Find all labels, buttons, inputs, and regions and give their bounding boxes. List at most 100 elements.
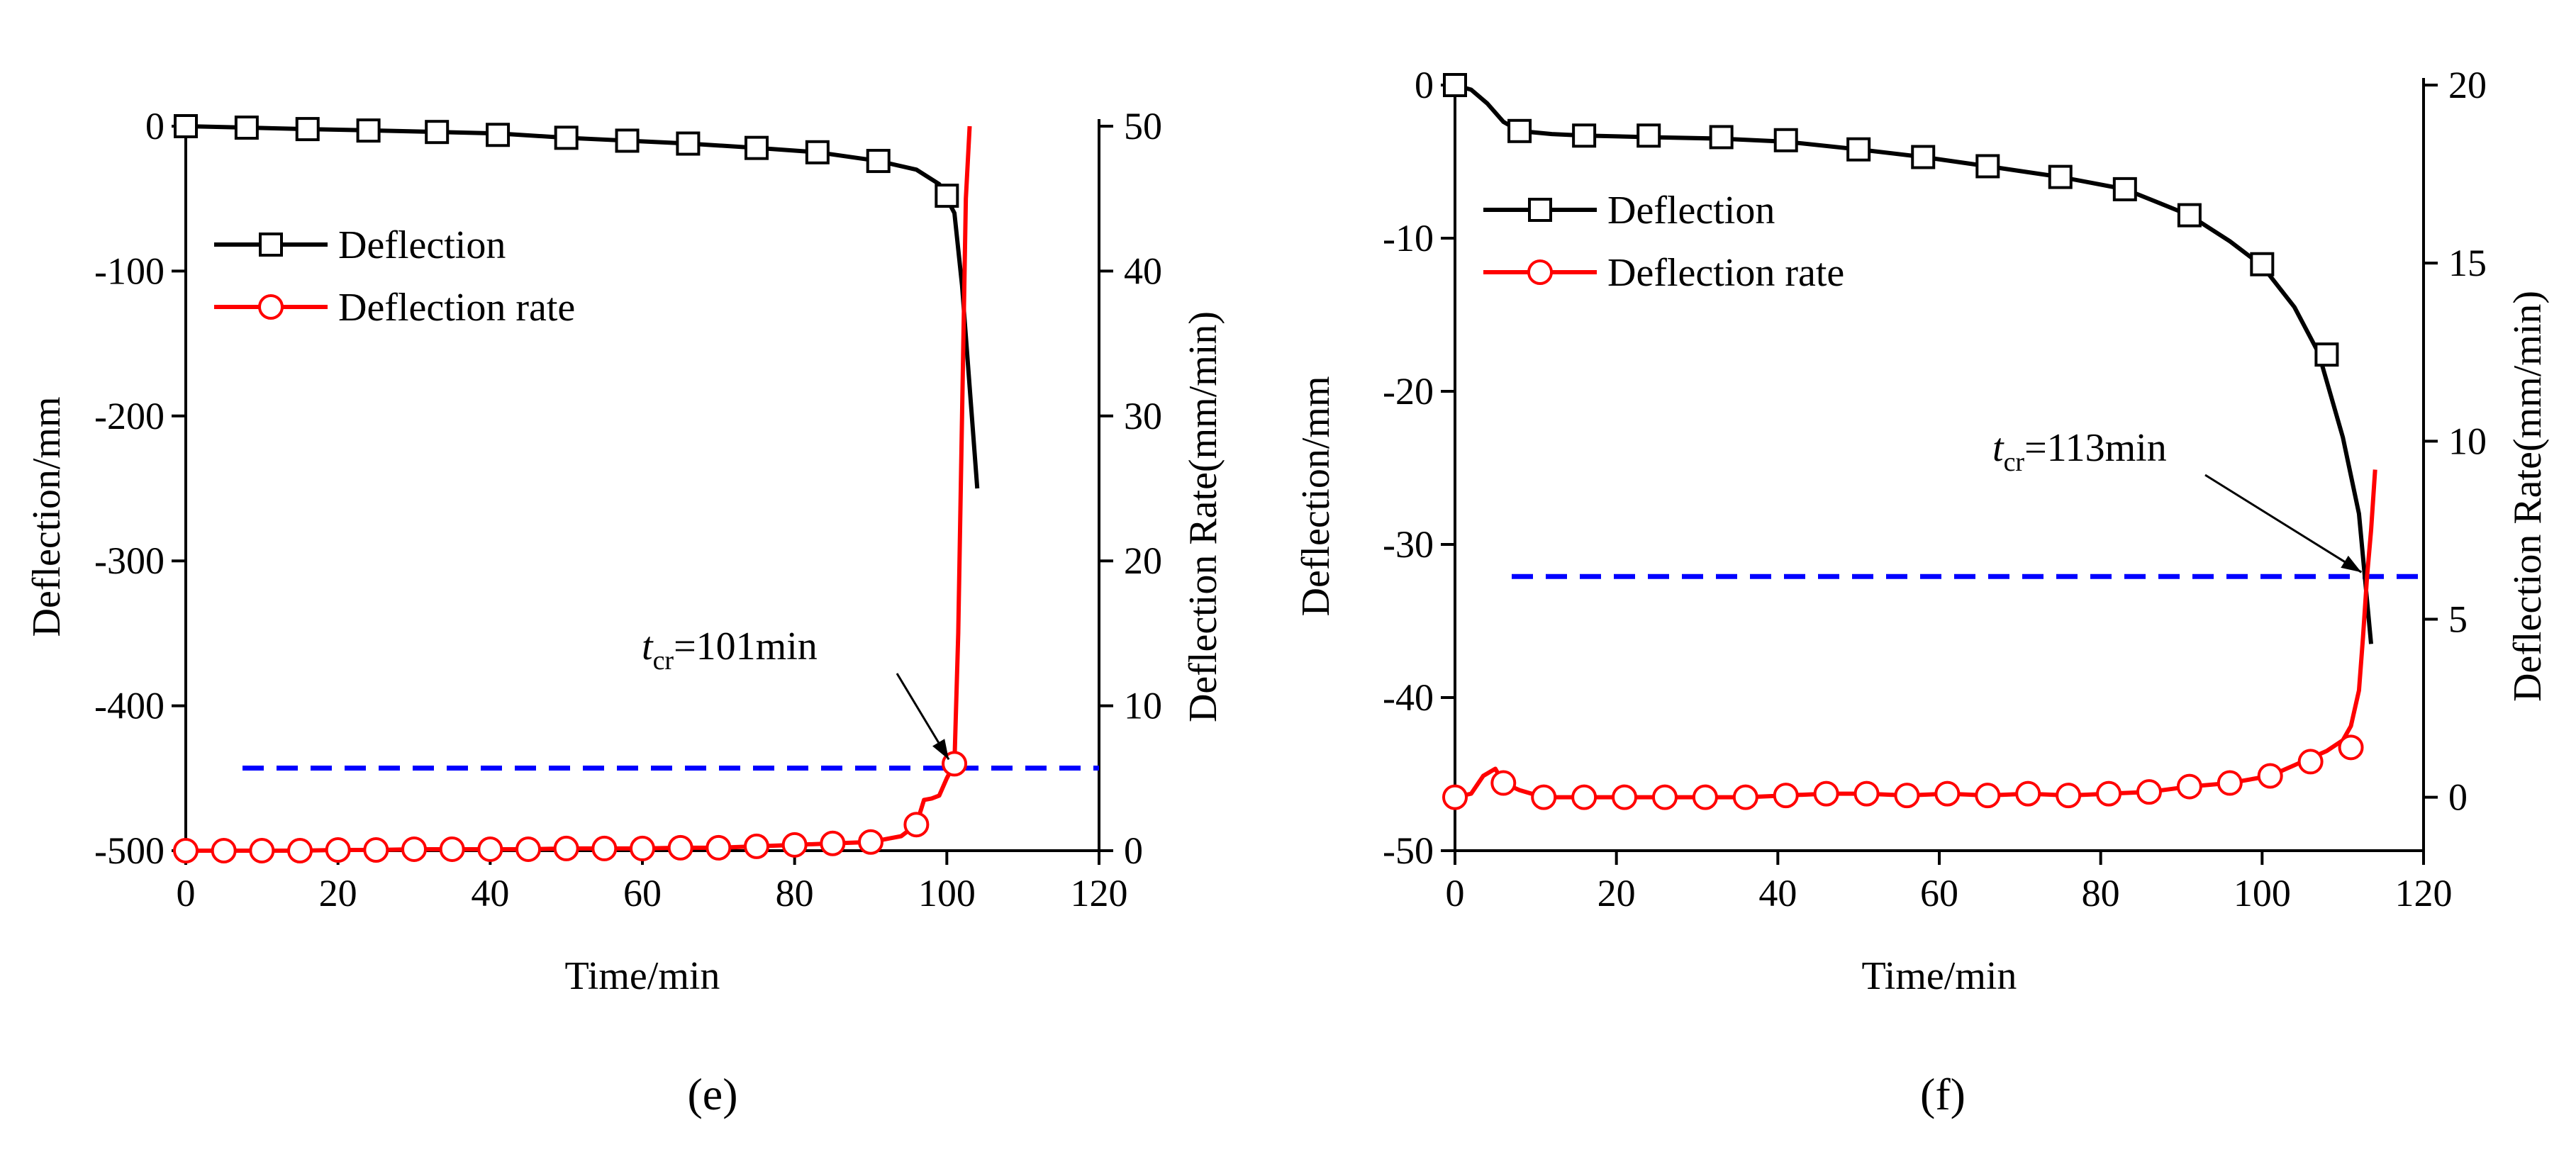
- deflection-rate-marker: [2015, 780, 2041, 807]
- deflection-rate-marker: [325, 836, 351, 863]
- x-tick-label: 40: [1758, 872, 1797, 914]
- deflection-rate-marker: [477, 836, 503, 862]
- deflection-rate-marker: [515, 836, 541, 862]
- deflection-marker: [2314, 342, 2339, 367]
- legend-rate-marker: [258, 294, 284, 320]
- annotation-value: =101min: [674, 625, 818, 668]
- x-tick-label: 120: [2395, 872, 2453, 914]
- deflection-marker: [2250, 252, 2275, 276]
- y2-tick-label: 20: [2448, 64, 2487, 106]
- x-tick-label: 40: [471, 872, 509, 914]
- x-axis-title: Time/min: [1862, 954, 2017, 998]
- deflection-marker: [1911, 145, 1936, 169]
- critical-time-annotation: tcr=113min: [1992, 426, 2167, 477]
- deflection-marker: [1773, 128, 1798, 152]
- deflection-rate-marker: [439, 836, 465, 862]
- legend-rate-label: Deflection rate: [338, 286, 575, 330]
- x-tick-label: 60: [623, 872, 662, 914]
- deflection-marker: [1572, 123, 1597, 148]
- annotation-arrow-line: [2204, 474, 2363, 573]
- deflection-rate-marker: [2338, 734, 2364, 761]
- x-tick-label: 80: [776, 872, 814, 914]
- x-tick-label: 100: [918, 872, 976, 914]
- deflection-marker: [935, 184, 959, 208]
- deflection-rate-marker: [401, 836, 427, 862]
- y-tick-label: -10: [1383, 217, 1434, 259]
- deflection-marker: [2112, 177, 2137, 201]
- deflection-marker: [295, 117, 320, 142]
- annotation-arrow-head: [2341, 555, 2362, 573]
- deflection-marker: [805, 140, 830, 164]
- deflection-rate-marker: [2297, 749, 2324, 775]
- y-tick-label: 0: [1415, 64, 1434, 106]
- deflection-rate-marker: [2136, 779, 2162, 805]
- deflection-rate-marker: [2257, 763, 2283, 789]
- deflection-rate-marker: [173, 838, 199, 863]
- deflection-rate-marker: [553, 835, 579, 861]
- annotation-t: t: [642, 625, 654, 668]
- annotation-sub: cr: [653, 646, 674, 676]
- y2-tick-label: 10: [2448, 420, 2487, 462]
- deflection-rate-marker: [363, 836, 389, 863]
- y2-tick-label: 50: [1124, 105, 1162, 147]
- y-tick-label: -400: [94, 685, 165, 727]
- panel-label: (f): [1920, 1069, 1966, 1119]
- deflection-rate-marker: [903, 812, 930, 838]
- x-tick-label: 60: [1920, 872, 1958, 914]
- x-tick-label: 0: [177, 872, 196, 914]
- y2-axis-title: Deflection Rate(mm/min): [1181, 311, 1225, 722]
- x-axis-title: Time/min: [565, 954, 720, 998]
- deflection-rate-marker: [287, 838, 313, 863]
- legend-rate-label: Deflection rate: [1607, 251, 1844, 295]
- deflection-rate-marker: [706, 834, 732, 861]
- y-tick-label: -100: [94, 250, 165, 292]
- x-tick-label: 80: [2082, 872, 2120, 914]
- deflection-marker: [866, 149, 891, 174]
- y-tick-label: -300: [94, 539, 165, 582]
- deflection-marker: [356, 118, 381, 143]
- y2-tick-label: 5: [2448, 598, 2468, 640]
- annotation-arrow-head: [932, 739, 949, 760]
- annotation-t: t: [1992, 426, 2005, 470]
- deflection-marker: [234, 116, 259, 140]
- deflection-marker: [615, 128, 640, 153]
- y-axis-title: Deflection/mm: [1294, 376, 1338, 616]
- x-tick-label: 100: [2234, 872, 2291, 914]
- deflection-marker: [1975, 154, 2000, 179]
- x-tick-label: 120: [1071, 872, 1128, 914]
- deflection-rate-marker: [249, 838, 275, 863]
- annotation-sub: cr: [2004, 447, 2025, 477]
- deflection-rate-marker: [2096, 780, 2122, 807]
- deflection-rate-marker: [1813, 780, 1839, 807]
- y-tick-label: -200: [94, 395, 165, 437]
- deflection-marker: [1846, 137, 1871, 162]
- deflection-rate-marker: [1490, 770, 1517, 796]
- deflection-marker: [1507, 118, 1532, 143]
- y-tick-label: -40: [1383, 676, 1434, 719]
- deflection-marker: [425, 120, 450, 145]
- y2-tick-label: 40: [1124, 250, 1162, 292]
- deflection-marker: [2048, 164, 2073, 189]
- deflection-rate-marker: [1773, 783, 1799, 809]
- deflection-rate-marker: [211, 838, 237, 863]
- x-tick-label: 0: [1446, 872, 1465, 914]
- deflection-rate-marker: [1934, 780, 1961, 807]
- y-tick-label: 0: [145, 105, 165, 147]
- critical-time-annotation: tcr=101min: [642, 625, 818, 676]
- deflection-rate-marker: [2217, 770, 2243, 796]
- deflection-rate-marker: [2056, 783, 2082, 809]
- y2-tick-label: 30: [1124, 395, 1162, 437]
- y2-tick-label: 20: [1124, 539, 1162, 582]
- deflection-marker: [486, 123, 511, 147]
- legend-deflection-label: Deflection: [338, 223, 506, 267]
- deflection-marker: [745, 135, 769, 160]
- deflection-rate-marker: [1732, 784, 1758, 810]
- deflection-rate-marker: [1442, 784, 1468, 810]
- deflection-rate-marker: [820, 830, 846, 856]
- panel-label: (e): [687, 1069, 737, 1119]
- y-tick-label: -30: [1383, 523, 1434, 566]
- deflection-rate-marker: [630, 835, 655, 861]
- legend-deflection-marker: [1528, 198, 1552, 222]
